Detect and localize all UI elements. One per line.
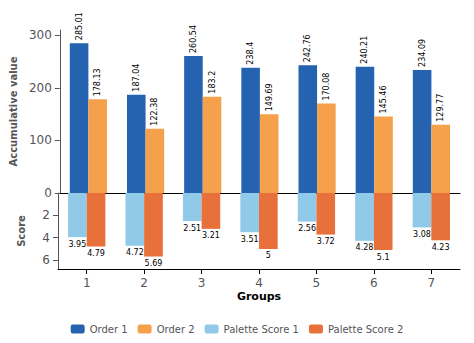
svg-text:242.76: 242.76 [303,34,312,62]
svg-text:5: 5 [266,251,271,260]
svg-text:Palette Score 2: Palette Score 2 [328,324,403,335]
svg-text:4.79: 4.79 [87,249,105,258]
svg-text:183.2: 183.2 [208,71,217,94]
svg-text:5.1: 5.1 [377,253,390,262]
svg-text:187.04: 187.04 [132,64,141,92]
svg-text:1: 1 [83,276,91,290]
svg-text:2: 2 [42,208,50,222]
svg-text:6: 6 [42,253,50,267]
svg-text:3.08: 3.08 [413,230,431,239]
svg-text:2.56: 2.56 [298,224,316,233]
svg-text:122.38: 122.38 [150,98,159,126]
svg-text:5.69: 5.69 [145,259,163,268]
svg-text:3.72: 3.72 [317,237,335,246]
svg-text:2: 2 [140,276,148,290]
svg-text:Score: Score [16,215,27,247]
svg-text:3.95: 3.95 [68,240,86,249]
svg-text:285.01: 285.01 [75,12,84,40]
svg-text:3: 3 [198,276,206,290]
svg-text:3.51: 3.51 [241,235,259,244]
svg-text:3.21: 3.21 [202,231,220,240]
svg-text:6: 6 [370,276,378,290]
svg-text:100: 100 [29,133,52,147]
svg-text:4.72: 4.72 [126,248,144,257]
svg-text:0: 0 [44,186,52,200]
svg-text:Accumulative value: Accumulative value [8,56,19,166]
svg-text:129.77: 129.77 [436,94,445,122]
svg-text:149.69: 149.69 [265,83,274,111]
svg-text:4.23: 4.23 [432,243,450,252]
svg-text:Palette Score 1: Palette Score 1 [224,324,299,335]
svg-text:145.46: 145.46 [379,86,388,114]
svg-text:2.51: 2.51 [183,224,201,233]
svg-text:240.21: 240.21 [360,36,369,64]
svg-text:238.4: 238.4 [246,42,255,65]
svg-text:Groups: Groups [237,290,282,303]
svg-text:4: 4 [255,276,263,290]
svg-text:7: 7 [427,276,435,290]
svg-text:200: 200 [29,81,52,95]
svg-text:260.54: 260.54 [189,25,198,53]
svg-text:4.28: 4.28 [356,243,374,252]
svg-text:234.09: 234.09 [418,39,427,67]
svg-text:4: 4 [42,231,50,245]
svg-text:5: 5 [313,276,321,290]
svg-text:Order 1: Order 1 [90,324,128,335]
svg-text:170.08: 170.08 [322,73,331,101]
svg-text:178.13: 178.13 [93,68,102,96]
svg-text:300: 300 [29,28,52,42]
svg-text:Order 2: Order 2 [157,324,195,335]
